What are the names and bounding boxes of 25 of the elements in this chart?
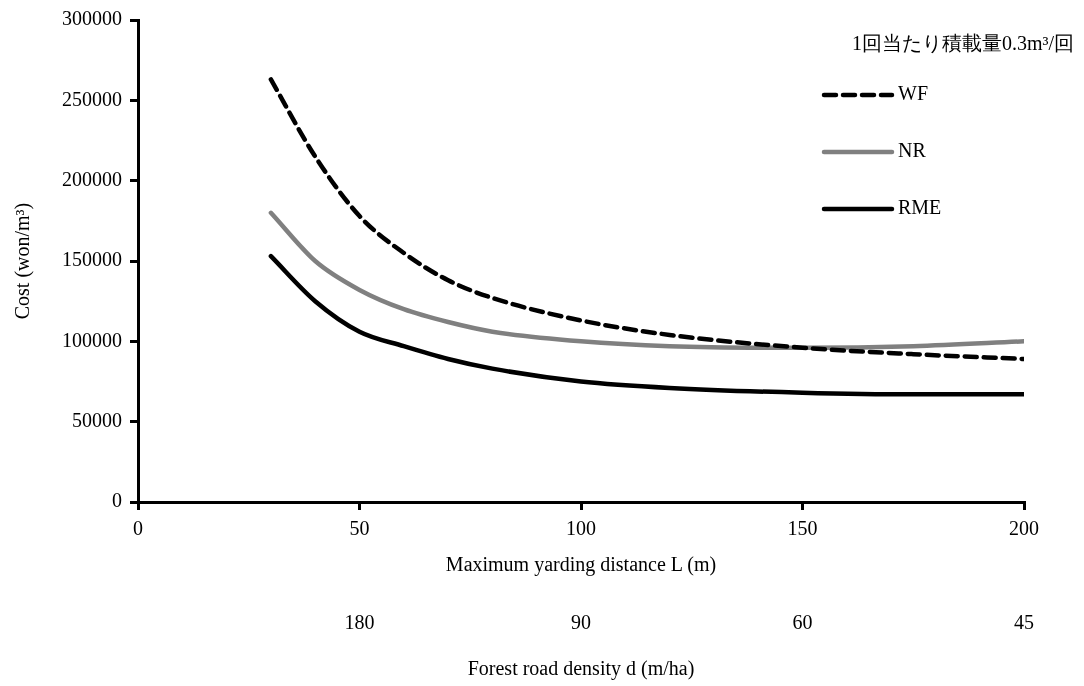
text: 180 xyxy=(344,611,375,634)
x2-axis-title: Forest road density d (m/ha) xyxy=(467,657,695,681)
legend-label: NR xyxy=(898,139,927,162)
y-tick-label: 100000 xyxy=(62,328,122,351)
line-series xyxy=(268,253,1024,397)
x-tick-label: 50 xyxy=(349,517,370,540)
y-tick-label: 300000 xyxy=(62,7,122,30)
x-tick-label: 0 xyxy=(133,517,143,540)
x-tick-label: 150 xyxy=(787,517,818,540)
annotation: 1回当たり積載量0.3m³/回 xyxy=(851,32,1074,55)
y-tick-label: 50000 xyxy=(72,408,122,431)
line-series xyxy=(268,77,1024,362)
x-axis-title: Maximum yarding distance L (m) xyxy=(445,553,717,577)
legend-label: RME xyxy=(898,196,942,219)
text: 90 xyxy=(571,611,591,634)
legend-label: WF xyxy=(898,82,928,105)
text: 60 xyxy=(792,611,813,634)
y-tick-label: 200000 xyxy=(62,167,122,190)
y-tick-label: 150000 xyxy=(62,248,122,271)
text: 45 xyxy=(1014,611,1034,634)
x-tick-label: 100 xyxy=(566,517,596,540)
y-axis-title: Cost (won/m³) xyxy=(11,202,35,320)
y-tick-label: 0 xyxy=(112,489,122,512)
y-tick-label: 250000 xyxy=(62,87,122,110)
x-tick-label: 200 xyxy=(1009,517,1039,540)
